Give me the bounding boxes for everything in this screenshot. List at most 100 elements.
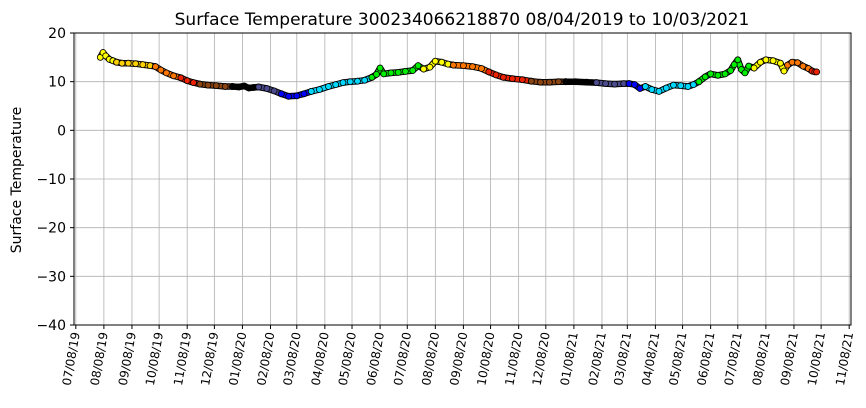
- y-axis-label: Surface Temperature: [9, 107, 25, 253]
- y-tick-label: −30: [36, 269, 66, 285]
- series-segment: [196, 80, 236, 90]
- data-point: [794, 59, 801, 67]
- data-point: [648, 86, 656, 93]
- data-point: [701, 73, 709, 81]
- y-tick-label: 20: [48, 26, 66, 42]
- series-line: [256, 84, 284, 97]
- series-segment: [152, 63, 185, 82]
- series-line: [369, 63, 426, 80]
- data-point: [196, 80, 204, 88]
- data-point: [625, 80, 633, 87]
- data-point: [527, 77, 535, 85]
- y-axis: −40 −30 −20 −10 0 10 20: [36, 26, 74, 334]
- data-point: [741, 69, 749, 77]
- data-point: [325, 83, 332, 90]
- data-point: [152, 63, 159, 70]
- series-segment: [642, 78, 703, 95]
- series-segment: [113, 58, 159, 70]
- data-point: [229, 83, 236, 90]
- x-axis: 07/08/19 08/08/19 09/08/19 10/08/19 11/08/19…: [60, 325, 856, 387]
- data-point: [139, 61, 147, 68]
- series-segment: [368, 62, 428, 81]
- data-point: [655, 88, 663, 95]
- data-point: [270, 87, 278, 95]
- data-point: [431, 57, 439, 65]
- data-point: [339, 79, 347, 86]
- data-point: [380, 70, 388, 78]
- data-point: [602, 80, 609, 87]
- data-point: [690, 81, 697, 88]
- data-point: [459, 62, 467, 69]
- data-point: [376, 64, 384, 72]
- data-point: [750, 64, 758, 72]
- data-point: [611, 80, 618, 88]
- data-point: [361, 76, 369, 84]
- series-segment: [307, 73, 376, 95]
- data-point: [695, 78, 703, 86]
- data-point: [204, 81, 212, 89]
- data-point: [255, 83, 263, 91]
- series-segment: [784, 58, 816, 75]
- data-point: [420, 65, 428, 73]
- data-point: [277, 90, 285, 98]
- data-point: [730, 61, 738, 68]
- y-tick-label: −10: [36, 172, 66, 188]
- data-point: [757, 58, 764, 66]
- data-point: [300, 90, 308, 98]
- data-point: [346, 78, 354, 86]
- data-point: [727, 67, 734, 74]
- data-point: [307, 88, 315, 95]
- y-tick-label: −20: [36, 221, 66, 237]
- data-point: [212, 82, 220, 89]
- data-point: [183, 77, 191, 85]
- data-point: [714, 71, 722, 79]
- data-point: [769, 57, 777, 65]
- data-point: [492, 71, 500, 79]
- data-point: [414, 62, 422, 69]
- data-point: [508, 75, 516, 83]
- data-point: [426, 63, 434, 71]
- data-point: [642, 83, 649, 90]
- data-point: [146, 62, 154, 69]
- data-point: [677, 82, 685, 89]
- data-point: [777, 59, 784, 67]
- data-point: [438, 58, 446, 66]
- data-point: [285, 92, 293, 100]
- data-point: [707, 70, 714, 78]
- data-point: [670, 81, 677, 89]
- series-segment: [695, 56, 758, 86]
- data-point: [780, 67, 788, 75]
- data-point: [518, 76, 526, 84]
- data-point: [449, 61, 457, 69]
- data-point: [555, 78, 562, 86]
- data-point: [315, 86, 323, 93]
- data-point: [444, 60, 452, 68]
- series-segment: [420, 57, 457, 73]
- series-segment: [808, 67, 820, 76]
- data-point: [132, 60, 140, 68]
- data-point: [373, 71, 380, 78]
- data-point: [354, 77, 361, 85]
- series-segment: [277, 88, 315, 100]
- data-point: [721, 70, 729, 78]
- data-point: [387, 69, 395, 77]
- gridlines: [74, 32, 851, 326]
- data-point: [813, 68, 820, 76]
- data-point: [332, 81, 340, 88]
- data-point: [537, 78, 544, 86]
- y-tick-label: −40: [36, 318, 66, 334]
- data-series: [96, 49, 820, 100]
- data-point: [788, 58, 796, 66]
- data-point: [546, 78, 553, 86]
- data-point: [593, 79, 600, 86]
- data-point: [583, 78, 590, 86]
- data-point: [662, 84, 670, 92]
- data-point: [263, 85, 271, 92]
- series-segment: [562, 78, 600, 86]
- data-point: [177, 74, 185, 82]
- chart-title: Surface Temperature 300234066218870 08/0…: [175, 10, 750, 30]
- data-point: [157, 66, 165, 74]
- y-tick-label: 10: [48, 75, 66, 91]
- data-point: [113, 58, 120, 66]
- data-point: [162, 69, 170, 77]
